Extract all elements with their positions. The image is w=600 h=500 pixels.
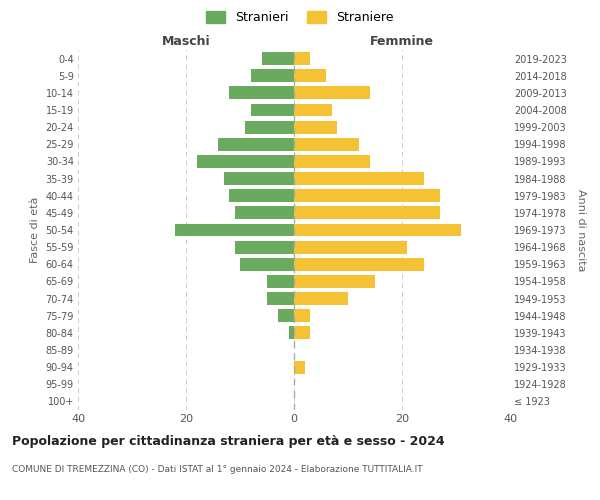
Bar	[294, 172, 424, 185]
Bar	[245, 120, 294, 134]
Bar	[294, 155, 370, 168]
Bar	[267, 275, 294, 288]
Bar	[294, 104, 332, 117]
Bar	[224, 172, 294, 185]
Bar	[294, 310, 310, 322]
Bar	[294, 240, 407, 254]
Text: Popolazione per cittadinanza straniera per età e sesso - 2024: Popolazione per cittadinanza straniera p…	[12, 435, 445, 448]
Bar	[294, 120, 337, 134]
Text: Femmine: Femmine	[370, 34, 434, 48]
Bar	[294, 292, 348, 305]
Text: COMUNE DI TREMEZZINA (CO) - Dati ISTAT al 1° gennaio 2024 - Elaborazione TUTTITA: COMUNE DI TREMEZZINA (CO) - Dati ISTAT a…	[12, 465, 422, 474]
Bar	[175, 224, 294, 236]
Legend: Stranieri, Straniere: Stranieri, Straniere	[202, 6, 398, 29]
Bar	[294, 206, 440, 220]
Bar	[294, 326, 310, 340]
Text: Maschi: Maschi	[161, 34, 211, 48]
Bar	[240, 258, 294, 270]
Bar	[229, 190, 294, 202]
Bar	[294, 86, 370, 100]
Bar	[294, 224, 461, 236]
Bar	[294, 190, 440, 202]
Bar	[229, 86, 294, 100]
Bar	[294, 258, 424, 270]
Bar	[294, 52, 310, 65]
Bar	[235, 240, 294, 254]
Bar	[294, 138, 359, 150]
Bar	[251, 104, 294, 117]
Bar	[294, 360, 305, 374]
Bar	[235, 206, 294, 220]
Bar	[289, 326, 294, 340]
Bar	[197, 155, 294, 168]
Bar	[267, 292, 294, 305]
Bar	[294, 275, 375, 288]
Bar	[278, 310, 294, 322]
Y-axis label: Fasce di età: Fasce di età	[30, 197, 40, 263]
Bar	[294, 70, 326, 82]
Y-axis label: Anni di nascita: Anni di nascita	[577, 188, 586, 271]
Bar	[251, 70, 294, 82]
Bar	[218, 138, 294, 150]
Bar	[262, 52, 294, 65]
